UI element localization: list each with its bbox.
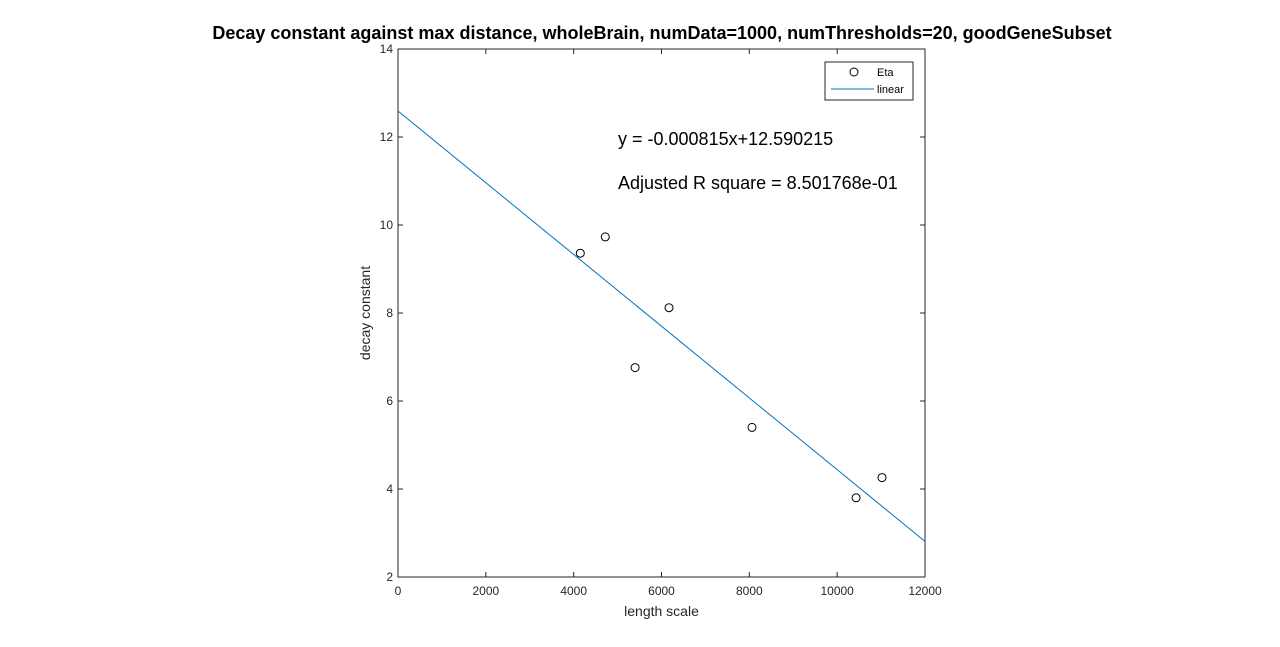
- y-tick-label: 10: [380, 218, 394, 232]
- y-axis: 2 4 6 8 10 12 14: [380, 42, 925, 584]
- data-point-eta: [600, 232, 610, 242]
- x-tick-label: 6000: [648, 584, 675, 598]
- series-layer: [397, 110, 926, 542]
- plot-area: [397, 48, 926, 578]
- legend: Eta linear: [824, 61, 914, 101]
- x-tick-label: 10000: [820, 584, 854, 598]
- legend-marker-eta: [849, 67, 859, 77]
- legend-box: [824, 61, 914, 101]
- y-tick-label: 8: [386, 306, 393, 320]
- r-square-annotation: Adjusted R square = 8.501768e-01: [618, 173, 898, 193]
- y-tick-label: 4: [386, 482, 393, 496]
- x-axis-label: length scale: [624, 603, 699, 619]
- fit-line-linear: [397, 110, 926, 542]
- data-point-eta: [877, 473, 887, 483]
- chart-title: Decay constant against max distance, who…: [212, 23, 1111, 43]
- data-point-eta: [851, 493, 861, 503]
- x-tick-label: 2000: [472, 584, 499, 598]
- x-tick-label: 4000: [560, 584, 587, 598]
- data-point-eta: [747, 422, 757, 432]
- legend-label-eta: Eta: [877, 67, 894, 79]
- x-tick-label: 0: [395, 584, 402, 598]
- y-axis-label: decay constant: [357, 266, 373, 360]
- x-axis: 0 2000 4000 6000 8000 10000 12000: [395, 49, 942, 598]
- y-tick-label: 14: [380, 42, 394, 56]
- data-point-eta: [630, 363, 640, 373]
- data-point-eta: [575, 248, 585, 258]
- y-tick-label: 12: [380, 130, 394, 144]
- legend-label-linear: linear: [877, 84, 904, 96]
- x-tick-label: 12000: [908, 584, 942, 598]
- x-tick-label: 8000: [736, 584, 763, 598]
- y-tick-label: 2: [386, 570, 393, 584]
- data-point-eta: [664, 303, 674, 313]
- fit-equation-annotation: y = -0.000815x+12.590215: [618, 129, 833, 149]
- y-tick-label: 6: [386, 394, 393, 408]
